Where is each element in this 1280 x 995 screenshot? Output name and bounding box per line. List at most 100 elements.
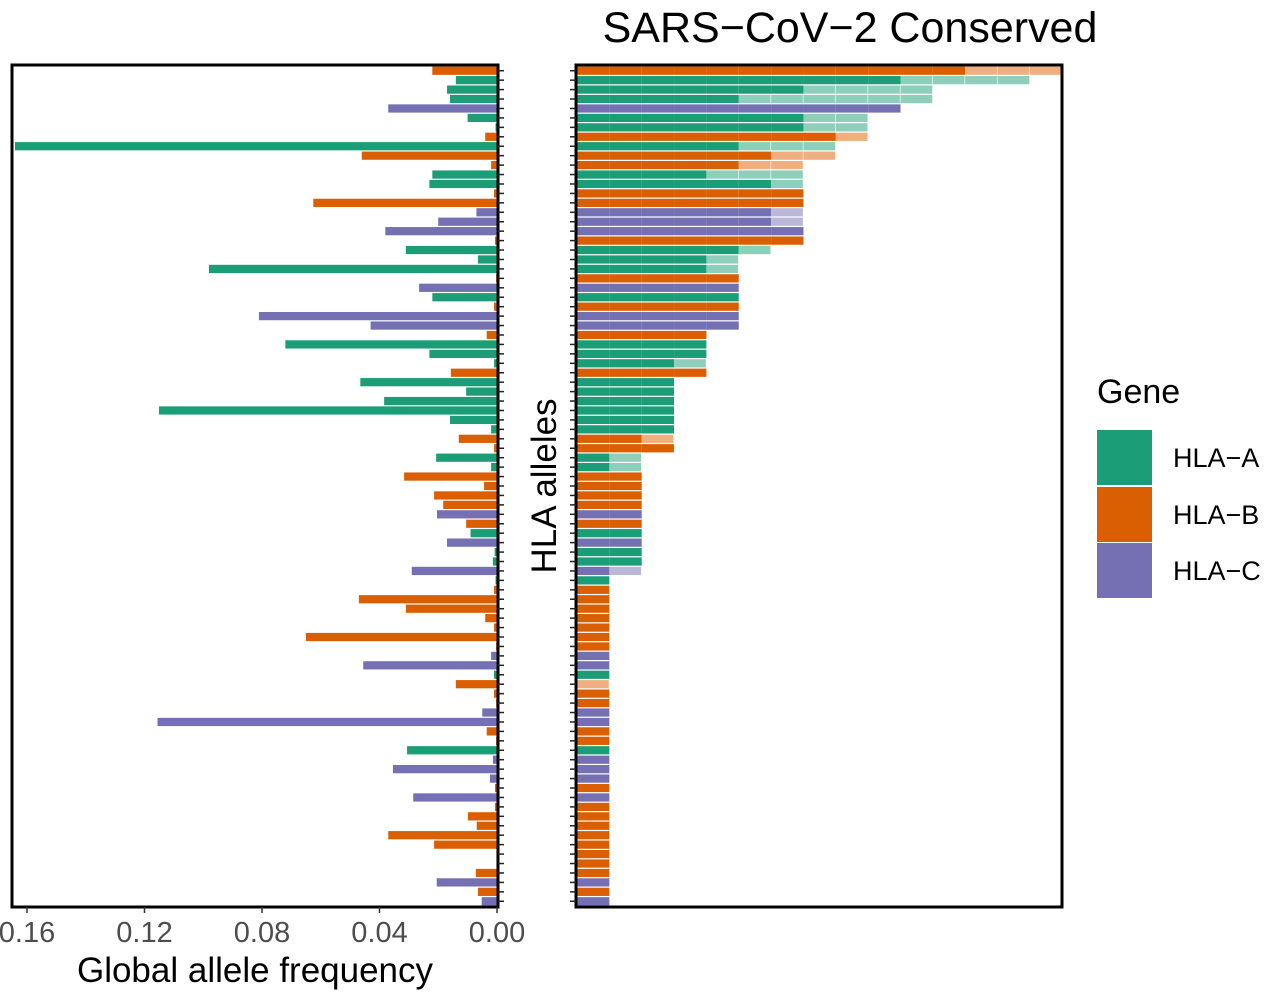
right-bar-light-segment [997, 66, 1030, 75]
right-bar-solid-segment [609, 302, 642, 311]
right-bar-solid-segment [577, 349, 610, 358]
left-bar [434, 491, 497, 500]
right-bar-solid-segment [641, 151, 675, 160]
right-bar-solid-segment [674, 208, 707, 217]
right-bar-solid-segment [674, 293, 707, 302]
right-bar-solid-segment [609, 359, 642, 368]
right-bar-solid-segment [609, 151, 642, 160]
right-bar-solid-segment [577, 538, 610, 547]
right-bar-solid-segment [609, 368, 642, 377]
right-bar-solid-segment [674, 94, 707, 104]
right-bar-solid-segment [577, 330, 610, 340]
right-bar-solid-segment [738, 217, 772, 226]
right-bar-solid-segment [577, 142, 610, 151]
right-bar-solid-segment [609, 396, 642, 406]
left-bar [305, 632, 497, 642]
left-bar [495, 123, 497, 132]
right-bar-solid-segment [609, 245, 642, 255]
left-bar [466, 519, 497, 528]
right-bar-solid-segment [577, 632, 610, 642]
right-bar-solid-segment [738, 76, 772, 85]
right-bar-solid-segment [706, 142, 739, 151]
left-bar [411, 566, 497, 576]
left-bar [360, 378, 497, 387]
left-bar [494, 359, 497, 368]
left-bar [494, 585, 497, 594]
right-bar-solid-segment [641, 311, 675, 321]
right-bar-solid-segment [577, 698, 610, 708]
right-bar-solid-segment [641, 113, 675, 123]
right-bar-solid-segment [577, 472, 610, 481]
right-bar-solid-segment [577, 368, 610, 377]
right-bar-solid-segment [706, 123, 739, 132]
right-bar-solid-segment [609, 519, 642, 528]
right-bar-solid-segment [577, 736, 610, 745]
left-bar [476, 208, 497, 217]
left-bar [494, 670, 497, 679]
left-bar [481, 897, 497, 906]
right-bar-solid-segment [641, 217, 675, 226]
right-bar-solid-segment [609, 415, 642, 425]
right-bar-light-segment [803, 123, 836, 132]
right-bar-solid-segment [674, 76, 707, 85]
right-bar-solid-segment [577, 859, 610, 868]
right-bar-solid-segment [738, 123, 772, 132]
right-bar-solid-segment [577, 321, 610, 330]
right-bar-solid-segment [674, 236, 707, 245]
right-bar-solid-segment [577, 670, 610, 679]
right-bar-solid-segment [577, 255, 610, 264]
left-bar [429, 349, 497, 358]
right-bar-solid-segment [577, 481, 610, 491]
left-bar [484, 481, 497, 491]
left-bar [405, 245, 497, 255]
right-bar-solid-segment [706, 179, 739, 189]
left-bar [489, 774, 497, 783]
right-bar-solid-segment [577, 76, 610, 85]
right-bar-solid-segment [577, 831, 610, 840]
right-bar-solid-segment [706, 283, 739, 292]
left-bar [466, 387, 497, 396]
right-bar-solid-segment [577, 415, 610, 425]
right-bar-solid-segment [738, 236, 772, 245]
right-bar-light-segment [803, 142, 836, 151]
right-bar-light-segment [771, 151, 803, 160]
right-bar-solid-segment [609, 227, 642, 236]
right-bar-solid-segment [609, 293, 642, 302]
right-bar-solid-segment [577, 170, 610, 179]
right-bar-solid-segment [706, 160, 739, 170]
right-bar-solid-segment [738, 113, 772, 123]
right-bar-solid-segment [609, 255, 642, 264]
left-x-tick-label: 0.04 [351, 917, 407, 949]
right-bar-solid-segment [738, 151, 772, 160]
left-bar [450, 368, 497, 377]
right-bar-solid-segment [609, 104, 642, 113]
right-bar-solid-segment [706, 198, 739, 207]
left-bar [485, 614, 497, 623]
right-bar-solid-segment [577, 113, 610, 123]
right-bar-solid-segment [609, 198, 642, 207]
left-bar [407, 746, 497, 755]
right-bar-light-segment [706, 170, 739, 179]
right-bar-solid-segment [674, 283, 707, 292]
left-bar [458, 434, 497, 443]
right-bar-solid-segment [577, 576, 610, 585]
right-bars-group [577, 66, 1062, 906]
right-bar-solid-segment [577, 812, 610, 821]
right-bar-solid-segment [771, 113, 804, 123]
left-bar [476, 821, 497, 830]
right-bar-light-segment [997, 76, 1030, 85]
right-bar-solid-segment [641, 274, 675, 283]
left-bar [494, 444, 497, 453]
right-bar-solid-segment [577, 547, 610, 557]
left-bar [385, 227, 497, 236]
right-bar-solid-segment [609, 208, 642, 217]
legend-swatch-hla-c [1097, 543, 1152, 598]
right-bar-solid-segment [706, 302, 739, 311]
left-bar [413, 793, 497, 802]
right-bar-solid-segment [674, 349, 707, 358]
right-bar-solid-segment [771, 85, 804, 94]
left-bar [436, 878, 497, 887]
right-bar-solid-segment [577, 651, 610, 661]
left-bar [492, 755, 497, 764]
right-bar-solid-segment [641, 415, 675, 425]
